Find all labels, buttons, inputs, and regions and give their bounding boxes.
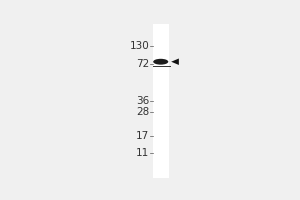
Polygon shape bbox=[171, 58, 179, 65]
Ellipse shape bbox=[153, 59, 168, 65]
Text: 11: 11 bbox=[136, 148, 149, 158]
Bar bbox=[153, 24, 169, 178]
Text: 130: 130 bbox=[129, 41, 149, 51]
Text: 36: 36 bbox=[136, 96, 149, 106]
Text: 17: 17 bbox=[136, 131, 149, 141]
Text: 72: 72 bbox=[136, 59, 149, 69]
Text: 28: 28 bbox=[136, 107, 149, 117]
